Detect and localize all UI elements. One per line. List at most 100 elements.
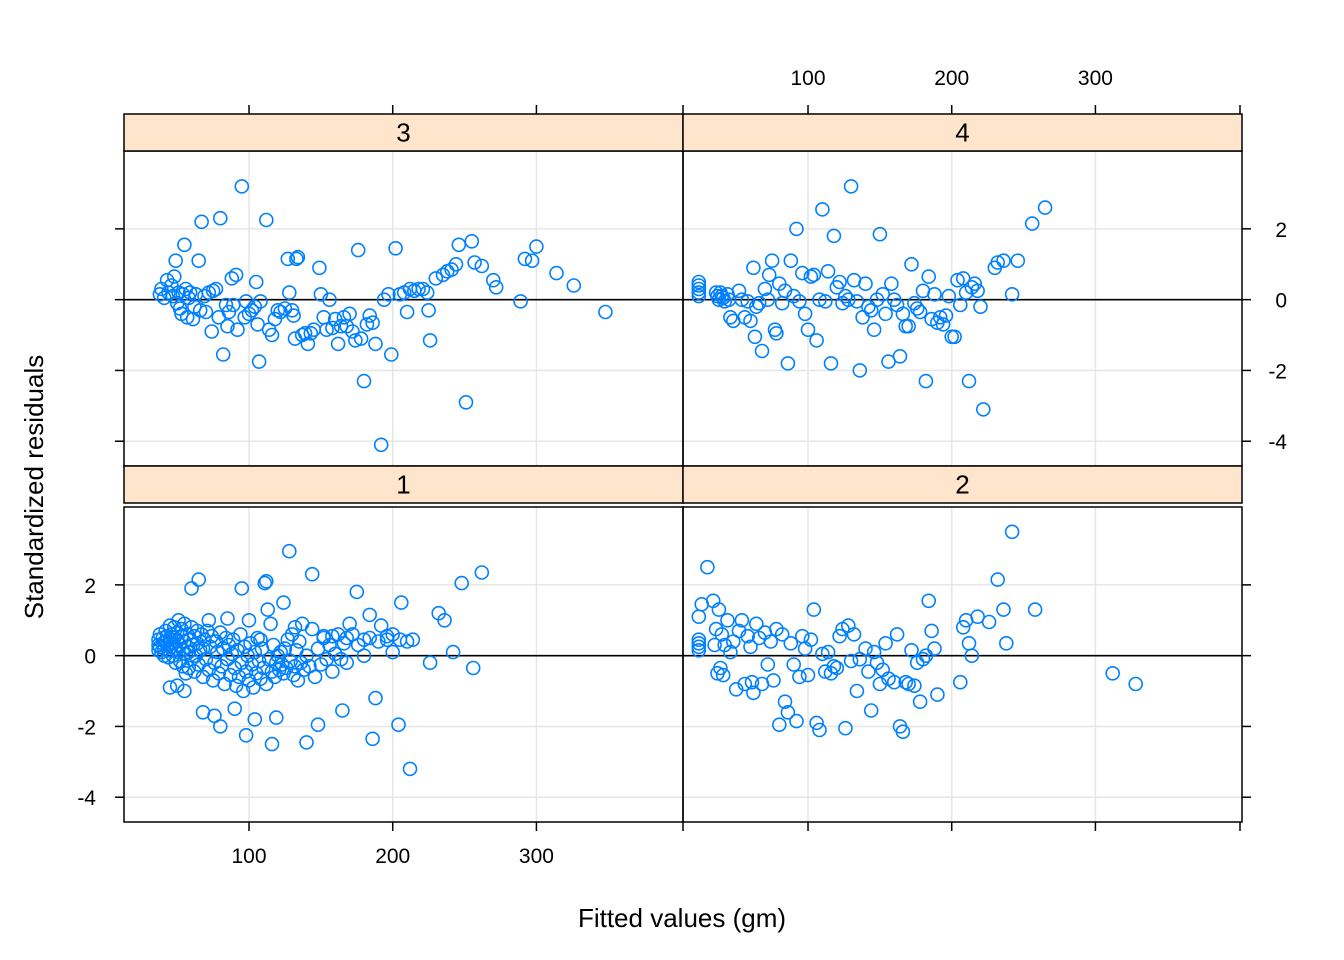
data-point xyxy=(915,651,931,667)
data-point xyxy=(823,356,839,371)
data-point xyxy=(691,642,707,658)
data-point xyxy=(215,347,231,362)
data-point xyxy=(731,283,747,299)
data-point xyxy=(748,299,764,315)
data-point xyxy=(238,727,254,743)
data-point xyxy=(445,644,461,660)
data-point xyxy=(832,628,847,644)
data-point xyxy=(970,283,985,299)
data-point xyxy=(399,304,415,320)
data-point xyxy=(806,267,822,283)
data-point xyxy=(761,267,777,283)
data-point xyxy=(190,623,205,639)
data-point xyxy=(815,646,830,662)
data-point xyxy=(723,644,738,660)
data-point xyxy=(448,256,464,272)
data-point xyxy=(797,306,813,322)
data-point xyxy=(1128,676,1143,692)
data-point xyxy=(167,269,182,284)
axes-layer: 100 200 300 -4 -2 0 2 100 200 300 -4 -2 0 2 xyxy=(77,67,1287,868)
data-point xyxy=(464,234,480,249)
data-point xyxy=(769,325,784,341)
data-point xyxy=(809,333,824,348)
data-point xyxy=(549,265,564,281)
data-point xyxy=(307,669,323,685)
data-point xyxy=(691,635,707,651)
data-point xyxy=(419,285,435,300)
y-tick-label: -2 xyxy=(1268,360,1287,383)
data-point xyxy=(912,304,928,320)
data-point xyxy=(840,292,856,308)
data-point xyxy=(598,304,613,320)
data-point xyxy=(843,653,859,669)
data-point xyxy=(952,674,968,690)
data-point xyxy=(270,302,286,318)
data-point xyxy=(368,690,383,706)
data-point xyxy=(325,628,340,644)
y-tick-label: -4 xyxy=(1268,431,1287,454)
data-point xyxy=(299,648,314,664)
data-point xyxy=(792,669,807,685)
data-point xyxy=(303,325,319,341)
data-point xyxy=(826,658,842,674)
data-point xyxy=(720,612,735,628)
data-point xyxy=(422,333,438,348)
data-point xyxy=(281,543,297,559)
data-point xyxy=(918,373,934,389)
data-point xyxy=(356,632,372,648)
data-point xyxy=(276,595,291,610)
data-point xyxy=(437,612,452,628)
data-point xyxy=(691,281,707,297)
data-point xyxy=(711,602,727,617)
data-point xyxy=(316,628,332,644)
data-point xyxy=(161,285,176,300)
data-point xyxy=(198,651,214,667)
y-tick-label: 2 xyxy=(1275,219,1287,242)
x-tick-label: 100 xyxy=(231,845,266,868)
data-point xyxy=(996,602,1011,617)
data-point xyxy=(213,719,228,734)
data-point xyxy=(201,612,217,628)
y-axis-title: Standardized residuals xyxy=(19,355,49,620)
data-point xyxy=(927,286,942,302)
x-tick-label: 200 xyxy=(934,67,969,90)
data-point xyxy=(878,306,893,322)
data-point xyxy=(852,363,868,378)
panel-4-strip xyxy=(682,113,1243,152)
data-point xyxy=(297,325,313,341)
data-point xyxy=(846,627,862,642)
data-point xyxy=(204,324,219,339)
data-point xyxy=(268,710,284,725)
data-point xyxy=(838,720,853,736)
data-point xyxy=(866,644,882,660)
data-point xyxy=(260,602,276,617)
data-point xyxy=(734,292,750,308)
data-point xyxy=(691,288,707,304)
data-point xyxy=(177,237,192,253)
data-point xyxy=(740,294,756,309)
data-point xyxy=(812,292,827,308)
data-point xyxy=(996,253,1011,269)
data-point xyxy=(359,317,375,332)
data-point xyxy=(454,575,470,591)
data-point xyxy=(300,336,316,352)
data-point xyxy=(747,329,763,345)
data-point xyxy=(815,202,830,217)
data-point xyxy=(474,258,490,274)
panel-2-strip xyxy=(682,465,1243,504)
data-point xyxy=(304,566,320,582)
data-point xyxy=(224,271,240,286)
data-point xyxy=(1105,665,1120,681)
data-point xyxy=(263,616,278,632)
x-tick-label: 200 xyxy=(375,845,410,868)
data-point xyxy=(691,609,707,625)
data-point xyxy=(1027,602,1043,617)
data-point xyxy=(353,331,369,346)
data-point xyxy=(764,253,780,269)
data-point xyxy=(858,276,873,292)
data-point xyxy=(800,667,816,683)
data-point xyxy=(760,657,776,672)
data-point xyxy=(904,642,919,658)
data-point xyxy=(187,664,202,679)
data-point xyxy=(898,674,914,690)
